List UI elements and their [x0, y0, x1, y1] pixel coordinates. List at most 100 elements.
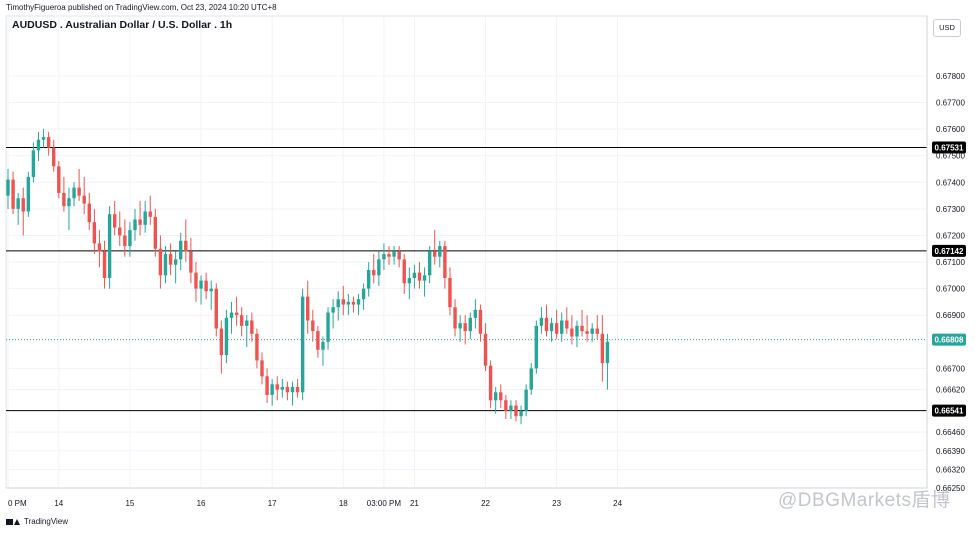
candle-body [331, 307, 335, 313]
candle [265, 368, 269, 403]
candles [6, 129, 610, 425]
footer-brand[interactable]: TradingView [6, 517, 68, 526]
candle [92, 208, 97, 255]
candle-body [31, 150, 36, 177]
candle [77, 168, 81, 201]
candle [62, 176, 66, 212]
y-tick-label: 0.67800 [936, 72, 965, 81]
candle [316, 325, 320, 358]
x-tick-label: 0 PM [8, 499, 27, 508]
candle [483, 323, 488, 372]
candle-body [341, 299, 345, 305]
candle [260, 352, 264, 385]
candle-body [204, 280, 208, 292]
candle-body [605, 341, 610, 364]
candle [214, 283, 218, 337]
candle [554, 309, 559, 340]
candle [590, 323, 594, 342]
candle [290, 381, 295, 406]
candle-body [229, 312, 234, 318]
candle [184, 219, 188, 263]
candle-body [133, 219, 137, 231]
candle-body [473, 309, 478, 318]
candle-body [163, 254, 168, 276]
candle [209, 280, 213, 310]
candle [270, 379, 274, 406]
candle [41, 129, 46, 148]
y-tick-label: 0.66250 [936, 484, 965, 493]
candle-body [102, 251, 107, 278]
current-price-label: 0.66808 [935, 336, 964, 345]
candle-body [402, 259, 406, 284]
candle [488, 360, 493, 409]
candle [112, 200, 117, 236]
candle-body [509, 405, 513, 411]
candle [143, 200, 147, 233]
candle [509, 400, 513, 419]
candle-body [250, 320, 254, 334]
candle [57, 161, 61, 199]
y-tick-label: 0.67200 [936, 231, 965, 240]
candle-body [534, 325, 539, 369]
candle [422, 267, 427, 297]
candle [26, 171, 31, 217]
candle-body [366, 270, 371, 289]
candle [412, 264, 417, 289]
candle [194, 262, 198, 302]
y-tick-label: 0.67300 [936, 205, 965, 214]
candle-body [580, 325, 584, 332]
candle-body [46, 137, 51, 148]
candle [123, 219, 127, 257]
candle-body [468, 317, 472, 332]
candle-body [382, 254, 386, 260]
x-tick-label: 24 [613, 499, 622, 508]
price-axis: 0.67800 0.67700 0.67600 0.67500 0.67400 0.673… [926, 16, 965, 493]
x-tick-label: 17 [268, 499, 277, 508]
candle [529, 363, 533, 395]
candle-body [112, 214, 117, 228]
candle [524, 384, 528, 417]
y-tick-label: 0.67600 [936, 125, 965, 134]
x-tick-label: 03:00 PM [367, 499, 402, 508]
candle [605, 333, 610, 390]
candle-body [590, 328, 594, 334]
candle [21, 187, 25, 236]
candle [6, 168, 10, 209]
candle [366, 262, 371, 297]
currency-selector[interactable]: USD [933, 19, 961, 37]
candle-body [392, 251, 396, 257]
candle-body [514, 405, 518, 417]
candle-body [361, 288, 366, 300]
level-price-tag [932, 404, 966, 417]
candle [107, 206, 112, 289]
candle-body [595, 328, 599, 334]
y-tick-label: 0.67100 [936, 258, 965, 267]
candle-body [16, 198, 20, 209]
candle-body [11, 179, 15, 209]
candle [443, 240, 447, 289]
candle [153, 208, 158, 257]
candle [306, 280, 310, 334]
x-tick-label: 23 [552, 499, 561, 508]
level-price-label: 0.66541 [935, 407, 964, 416]
candle [234, 296, 239, 326]
candle-body [179, 240, 183, 260]
candle [392, 246, 396, 265]
candle [219, 320, 224, 374]
candle-body [417, 272, 422, 281]
candle-body [41, 137, 46, 140]
time-axis: 0 PM 14 15 16 17 18 03:00 PM 21 22 23 24 [6, 487, 927, 508]
candle [407, 267, 412, 300]
candle-body [311, 320, 315, 332]
candle-body [199, 280, 203, 289]
candle [321, 336, 325, 366]
candle [346, 293, 351, 316]
level-price-tag [932, 244, 966, 257]
candle-body [77, 187, 81, 196]
candle [539, 307, 544, 334]
candle-body [453, 307, 457, 329]
candle-body [57, 166, 61, 193]
candle-body [519, 410, 523, 417]
candle-body [300, 296, 305, 393]
